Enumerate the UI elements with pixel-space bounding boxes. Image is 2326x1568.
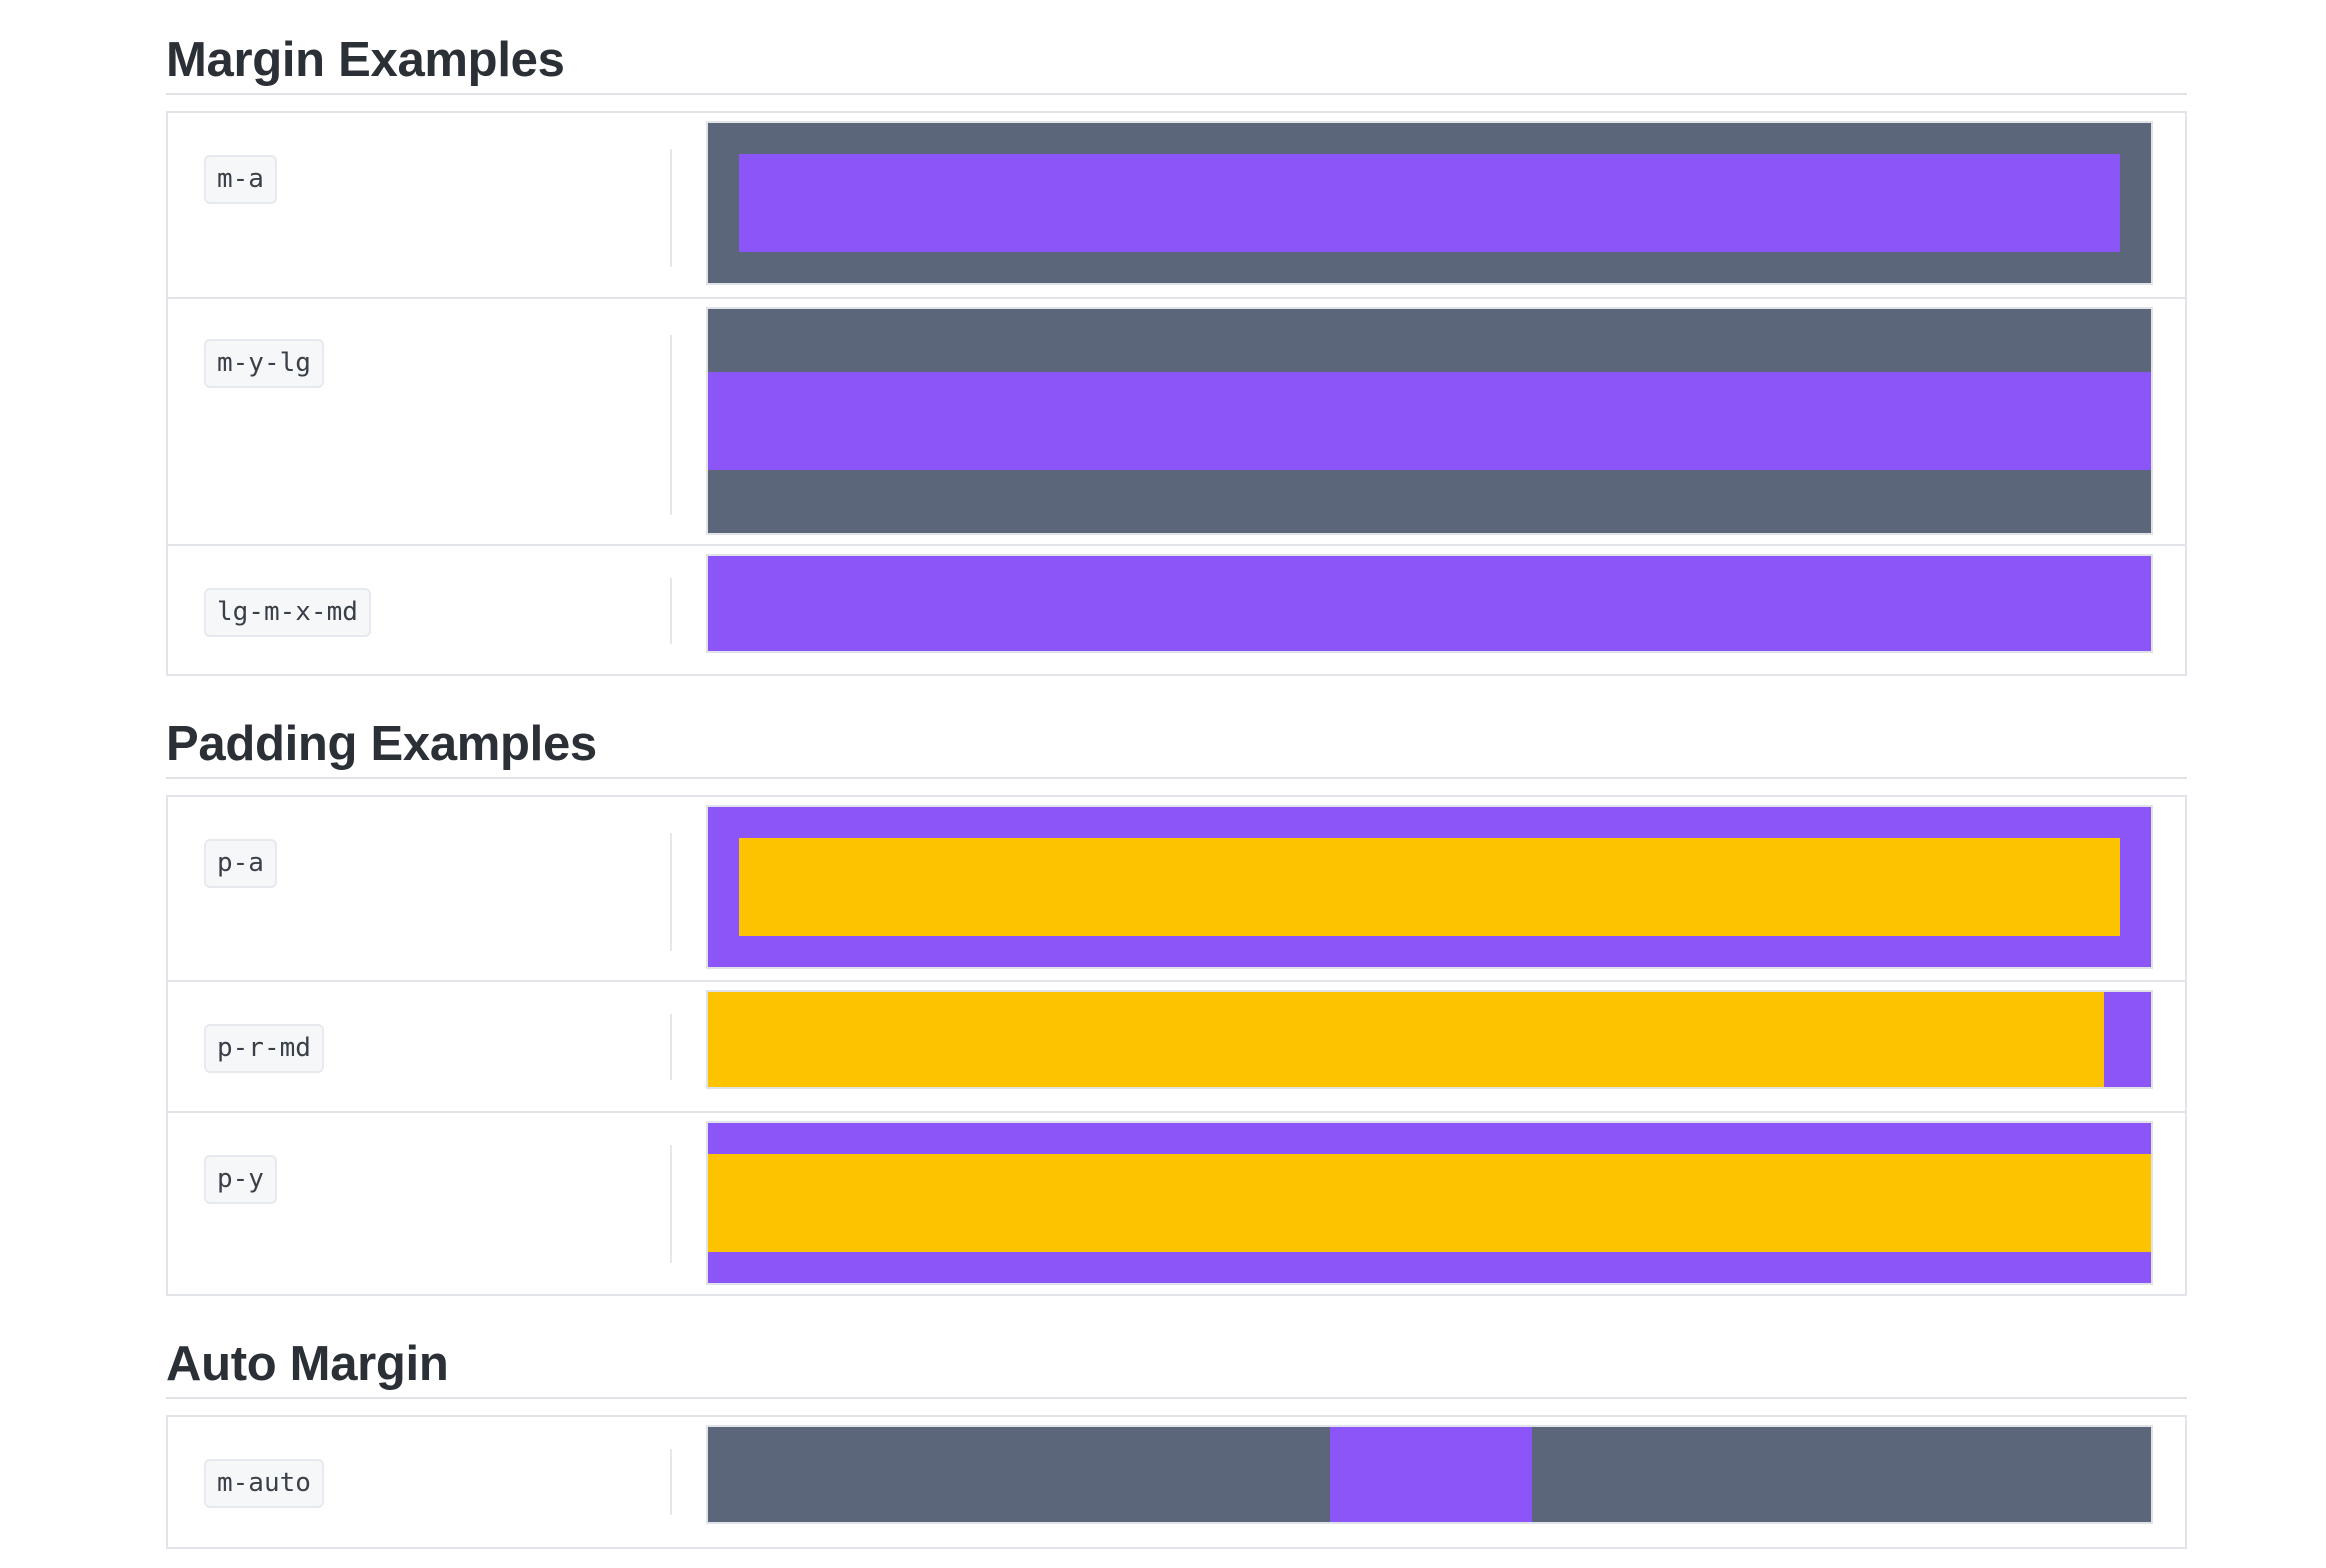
class-code: m-y-lg (204, 339, 324, 388)
demo-inner-box (1330, 1427, 1532, 1522)
table-row: m-y-lg (168, 297, 2185, 544)
section-title-padding: Padding Examples (166, 720, 2187, 779)
demo-box-p-a (706, 805, 2153, 969)
demo-inner-box (708, 372, 2151, 470)
table-row: p-y (168, 1111, 2185, 1294)
column-divider (670, 833, 672, 951)
class-code: p-r-md (204, 1024, 324, 1073)
section-title-margin: Margin Examples (166, 36, 2187, 95)
class-code: p-y (204, 1155, 277, 1204)
demo-box-p-y (706, 1121, 2153, 1285)
demo-inner-box (708, 556, 2151, 651)
auto-margin-table: m-auto (166, 1415, 2187, 1549)
class-code: lg-m-x-md (204, 588, 371, 637)
demo-inner-box (708, 992, 2104, 1087)
table-row: m-auto (168, 1417, 2185, 1547)
class-code: p-a (204, 839, 277, 888)
demo-inner-box (739, 838, 2120, 936)
column-divider (670, 1014, 672, 1080)
column-divider (670, 1449, 672, 1515)
column-divider (670, 1145, 672, 1263)
class-code: m-a (204, 155, 277, 204)
class-code: m-auto (204, 1459, 324, 1508)
table-row: p-r-md (168, 980, 2185, 1111)
demo-inner-box (739, 154, 2120, 252)
section-title-auto-margin: Auto Margin (166, 1340, 2187, 1399)
demo-box-m-y-lg (706, 307, 2153, 535)
demo-box-lg-m-x-md (706, 554, 2153, 653)
column-divider (670, 578, 672, 644)
demo-box-p-r-md (706, 990, 2153, 1089)
margin-examples-table: m-a m-y-lg lg-m-x-md (166, 111, 2187, 676)
table-row: p-a (168, 797, 2185, 980)
table-row: m-a (168, 113, 2185, 297)
demo-box-m-a (706, 121, 2153, 285)
column-divider (670, 149, 672, 267)
demo-box-m-auto (706, 1425, 2153, 1524)
demo-inner-box (708, 1154, 2151, 1252)
page: Margin Examples m-a m-y-lg lg-m-x-md (166, 0, 2187, 1549)
table-row: lg-m-x-md (168, 544, 2185, 674)
padding-examples-table: p-a p-r-md p-y (166, 795, 2187, 1296)
column-divider (670, 335, 672, 515)
